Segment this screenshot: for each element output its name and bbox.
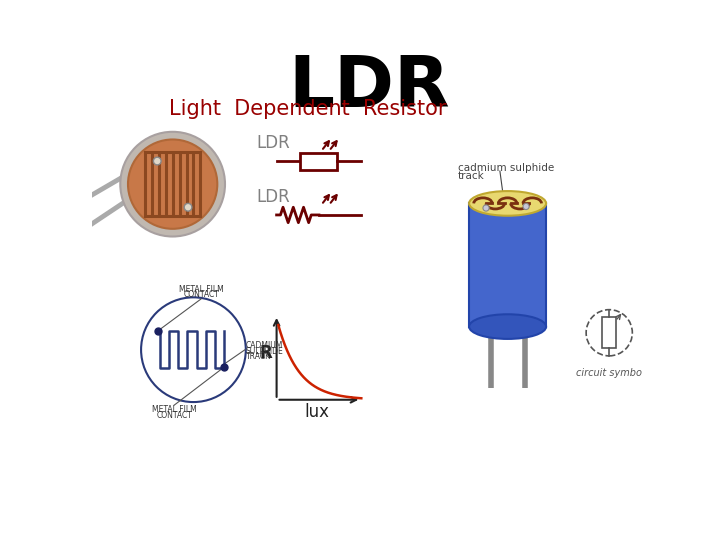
Text: R: R (259, 344, 272, 362)
Bar (469, 204, 546, 327)
Text: circuit symbo: circuit symbo (576, 368, 642, 378)
Ellipse shape (469, 314, 546, 339)
Bar (603, 318, 616, 348)
Circle shape (586, 309, 632, 356)
Text: lux: lux (305, 403, 330, 421)
Text: METAL FILM: METAL FILM (179, 285, 223, 294)
Circle shape (184, 204, 192, 211)
Circle shape (153, 157, 161, 165)
Text: LDR: LDR (256, 134, 289, 152)
Text: track: track (457, 171, 485, 181)
Circle shape (483, 205, 489, 211)
Circle shape (120, 132, 225, 237)
Text: cadmium sulphide: cadmium sulphide (457, 163, 554, 173)
Text: TRACK: TRACK (246, 352, 271, 361)
Text: CONTACT: CONTACT (156, 410, 192, 420)
Circle shape (141, 298, 246, 402)
Bar (300, 153, 338, 170)
Text: Light  Dependent  Resistor: Light Dependent Resistor (168, 99, 446, 119)
Text: SULPHIDE: SULPHIDE (246, 347, 284, 356)
Text: LDR: LDR (288, 53, 450, 123)
Text: CONTACT: CONTACT (183, 290, 219, 299)
Ellipse shape (469, 191, 546, 215)
Circle shape (128, 139, 217, 229)
Circle shape (523, 204, 529, 210)
Text: LDR: LDR (256, 188, 289, 206)
Text: METAL FILM: METAL FILM (152, 405, 197, 414)
Text: CADMIUM: CADMIUM (246, 341, 283, 350)
